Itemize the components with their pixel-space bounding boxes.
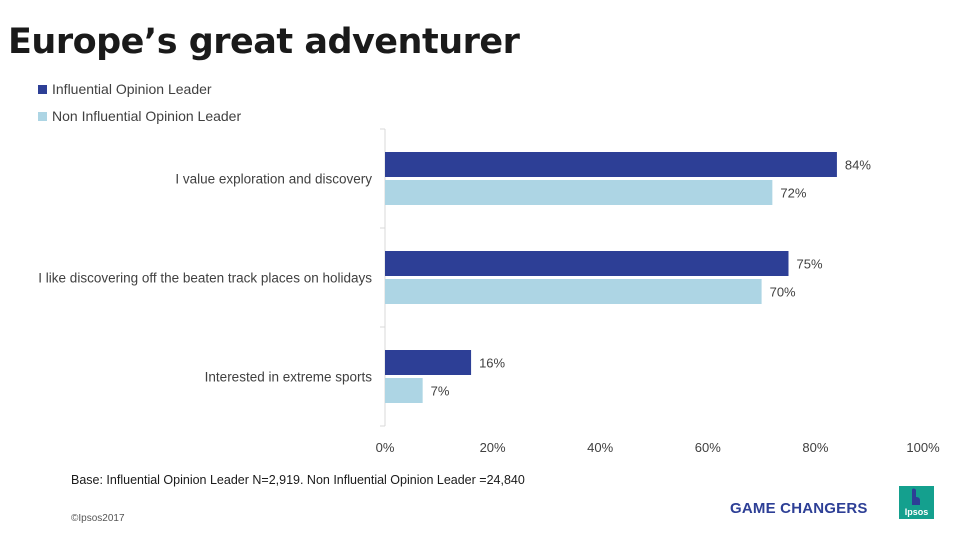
category-label-i-value-exploration-and-discovery: I value exploration and discovery — [175, 172, 372, 187]
legend: Influential Opinion Leader Non Influenti… — [38, 80, 241, 134]
ipsos-logo: Ipsos — [899, 486, 934, 519]
data-label-non-influential-opinion-leader-3: 7% — [431, 384, 450, 399]
data-label-non-influential-opinion-leader-1: 72% — [780, 186, 806, 201]
legend-item-non-influential: Non Influential Opinion Leader — [38, 107, 241, 125]
category-label-i-like-discovering-off-the-beaten-track-places-on-holidays: I like discovering off the beaten track … — [38, 271, 372, 286]
copyright-notice: ©Ipsos2017 — [71, 513, 125, 524]
bar-non-influential-opinion-leader-2 — [385, 279, 762, 304]
bar-chart: I value exploration and discovery 84% 72% I… — [38, 128, 940, 455]
bar-influential-opinion-leader-3 — [385, 350, 472, 375]
ipsos-logo-text: Ipsos — [905, 507, 929, 517]
x-tick-label-80: 80% — [802, 440, 828, 455]
x-tick-label-0: 0% — [376, 440, 395, 455]
x-tick-label-20: 20% — [480, 440, 506, 455]
x-tick-label-100: 100% — [906, 440, 940, 455]
game-changers-brand: GAME CHANGERS — [730, 500, 868, 517]
ipsos-logo-mark — [912, 488, 920, 505]
x-tick-label-60: 60% — [695, 440, 721, 455]
legend-swatch-influential — [38, 84, 47, 94]
bar-non-influential-opinion-leader-3 — [385, 378, 423, 403]
x-tick-label-40: 40% — [587, 440, 613, 455]
data-label-non-influential-opinion-leader-2: 70% — [770, 285, 796, 300]
base-footnote: Base: Influential Opinion Leader N=2,919… — [71, 473, 525, 487]
data-label-influential-opinion-leader-3: 16% — [479, 356, 505, 371]
category-label-interested-in-extreme-sports: Interested in extreme sports — [205, 370, 373, 385]
legend-label-non-influential: Non Influential Opinion Leader — [52, 108, 242, 124]
data-label-influential-opinion-leader-2: 75% — [797, 257, 823, 272]
bar-non-influential-opinion-leader-1 — [385, 180, 773, 205]
chart-title: Europe’s great adventurer — [8, 22, 520, 62]
legend-swatch-non-influential — [38, 111, 47, 121]
data-label-influential-opinion-leader-1: 84% — [845, 158, 871, 173]
bar-influential-opinion-leader-1 — [385, 152, 837, 177]
bar-influential-opinion-leader-2 — [385, 251, 789, 276]
legend-item-influential: Influential Opinion Leader — [38, 80, 241, 98]
legend-label-influential: Influential Opinion Leader — [52, 81, 212, 97]
